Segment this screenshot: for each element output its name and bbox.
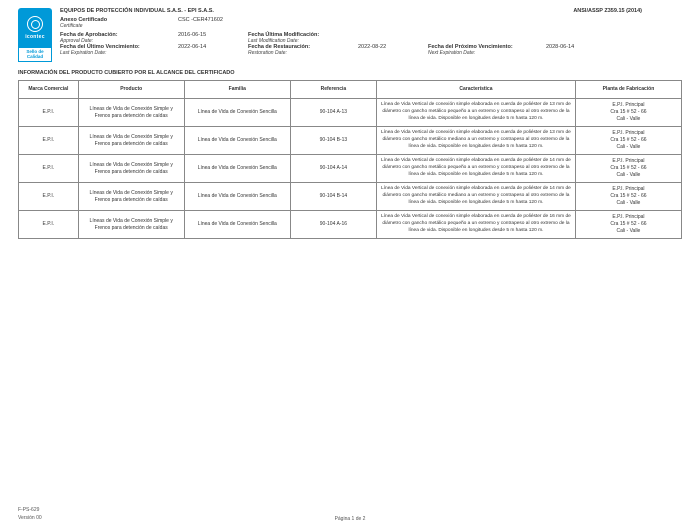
icontec-logo: icontec [18,8,52,48]
product-table: Marca Comercial Producto Familia Referen… [18,80,682,239]
footer-code: F-PS-629 [18,507,42,515]
nextexp-sublabel: Next Expiration Date: [428,50,546,56]
cell-planta: E.P.I. PrincipalCra 15 # 52 - 66Cali - V… [575,99,681,127]
cell-planta: E.P.I. PrincipalCra 15 # 52 - 66Cali - V… [575,127,681,155]
cell-caracteristica: Línea de Vida Vertical de conexión simpl… [377,211,576,239]
cell-referencia: 90-104 A-13 [290,99,376,127]
section-title: INFORMACIÓN DEL PRODUCTO CUBIERTO POR EL… [18,70,682,76]
annex-value: CSC -CER471602 [178,17,223,23]
cell-producto: Líneas de Vida de Conexión Simple y Fren… [78,99,184,127]
restore-value: 2022-08-22 [358,44,428,50]
cell-familia: Línea de Vida de Conexión Sencilla [184,127,290,155]
footer: F-PS-629 Versión 00 Página 1 de 2 [18,507,682,522]
cell-producto: Líneas de Vida de Conexión Simple y Fren… [78,183,184,211]
cell-marca: E.P.I. [19,211,79,239]
th-producto: Producto [78,81,184,99]
cell-referencia: 90-104 B-14 [290,183,376,211]
cell-familia: Línea de Vida de Conexión Sencilla [184,211,290,239]
table-row: E.P.I.Líneas de Vida de Conexión Simple … [19,155,682,183]
cell-planta: E.P.I. PrincipalCra 15 # 52 - 66Cali - V… [575,155,681,183]
table-row: E.P.I.Líneas de Vida de Conexión Simple … [19,211,682,239]
cell-caracteristica: Línea de Vida Vertical de conexión simpl… [377,127,576,155]
cell-referencia: 90-104 A-14 [290,155,376,183]
th-referencia: Referencia [290,81,376,99]
cell-caracteristica: Línea de Vida Vertical de conexión simpl… [377,99,576,127]
footer-version: Versión 00 [18,515,42,523]
cell-referencia: 90-104 A-16 [290,211,376,239]
cell-caracteristica: Línea de Vida Vertical de conexión simpl… [377,155,576,183]
logo-column: icontec Sello de Calidad [18,8,52,62]
cell-familia: Línea de Vida de Conexión Sencilla [184,155,290,183]
cell-marca: E.P.I. [19,183,79,211]
table-row: E.P.I.Líneas de Vida de Conexión Simple … [19,183,682,211]
restore-sublabel: Restoration Date: [248,50,358,56]
cell-marca: E.P.I. [19,155,79,183]
footer-page: Página 1 de 2 [335,516,366,522]
lastexp-sublabel: Last Expiration Date: [60,50,178,56]
cell-producto: Líneas de Vida de Conexión Simple y Fren… [78,127,184,155]
table-row: E.P.I.Líneas de Vida de Conexión Simple … [19,99,682,127]
cell-planta: E.P.I. PrincipalCra 15 # 52 - 66Cali - V… [575,183,681,211]
header: icontec Sello de Calidad EQUIPOS DE PROT… [18,8,682,62]
th-marca: Marca Comercial [19,81,79,99]
nextexp-value: 2028-06-14 [546,44,596,50]
table-header-row: Marca Comercial Producto Familia Referen… [19,81,682,99]
table-row: E.P.I.Líneas de Vida de Conexión Simple … [19,127,682,155]
th-planta: Planta de Fabricación [575,81,681,99]
cell-marca: E.P.I. [19,99,79,127]
standard-code: ANSI/ASSP Z359.15 (2014) [573,8,642,14]
annex-sublabel: Certificate [60,23,178,29]
th-caracteristica: Característica [377,81,576,99]
company-name: EQUIPOS DE PROTECCIÓN INDIVIDUAL S.A.S. … [60,8,214,14]
lastexp-value: 2022-06-14 [178,44,248,50]
cell-familia: Línea de Vida de Conexión Sencilla [184,99,290,127]
approval-value: 2016-06-15 [178,32,248,38]
header-text: EQUIPOS DE PROTECCIÓN INDIVIDUAL S.A.S. … [60,8,682,56]
th-familia: Familia [184,81,290,99]
logo-text: icontec [25,34,45,40]
cell-marca: E.P.I. [19,127,79,155]
cell-caracteristica: Línea de Vida Vertical de conexión simpl… [377,183,576,211]
quality-seal: Sello de Calidad [18,48,52,62]
cell-referencia: 90-104 B-13 [290,127,376,155]
cell-producto: Líneas de Vida de Conexión Simple y Fren… [78,155,184,183]
cell-producto: Líneas de Vida de Conexión Simple y Fren… [78,211,184,239]
cell-familia: Línea de Vida de Conexión Sencilla [184,183,290,211]
cell-planta: E.P.I. PrincipalCra 15 # 52 - 66Cali - V… [575,211,681,239]
